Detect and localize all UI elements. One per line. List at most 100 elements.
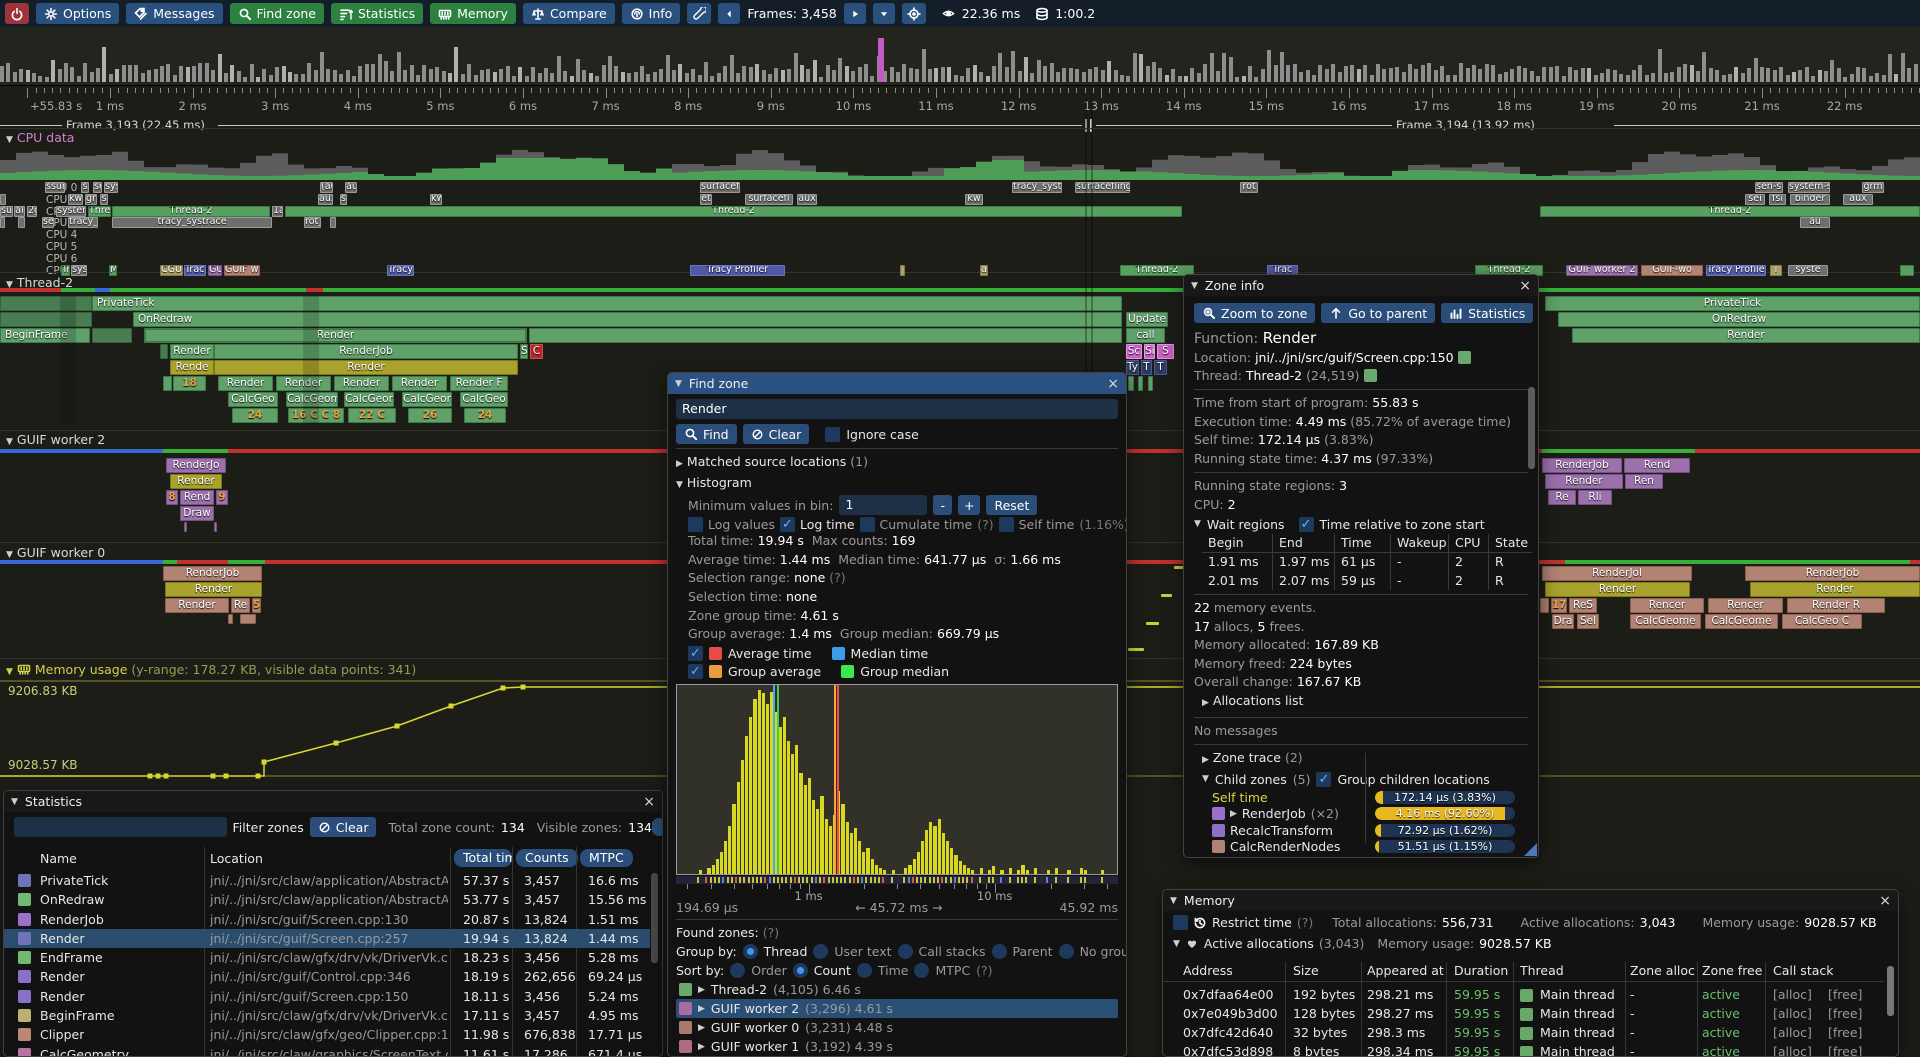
statistics-row-render[interactable]: Render jni/../jni/src/guif/Screen.cpp:150… [4, 987, 650, 1006]
zone-renderjob[interactable]: RenderJob [214, 344, 518, 359]
zone-kw[interactable]: kw [68, 194, 83, 205]
section-header-guif-worker0[interactable]: ▼ GUIF worker 0 [6, 545, 106, 560]
statistics-row-privatetick[interactable]: PrivateTick jni/../jni/src/claw/applicati… [4, 871, 650, 890]
zone-tracy-sysn[interactable]: tracy_sysn [68, 217, 98, 228]
zone-render[interactable]: Render [276, 376, 331, 391]
zone[interactable] [0, 296, 92, 311]
zone-render[interactable]: Render [165, 598, 229, 613]
zone-s[interactable]: s [340, 194, 347, 205]
memory-titlebar[interactable]: ▼ Memory × [1163, 890, 1898, 911]
radio-call-stacks[interactable] [897, 944, 913, 960]
zone[interactable] [1148, 376, 1153, 391]
zone-s[interactable]: s [81, 182, 89, 193]
zone-surfacef[interactable]: surfacef [700, 182, 740, 193]
zone-1a[interactable]: 1a [272, 206, 283, 217]
sort-counts-button[interactable]: Counts [516, 849, 578, 867]
zone-16-c-c-8[interactable]: 16 C C 8 [288, 408, 344, 423]
found-zone-group-guif-worker-0[interactable]: ▶ GUIF worker 0 (3,231) 4.48 s [676, 1018, 1118, 1037]
zone[interactable] [1174, 566, 1184, 569]
cumulate-time-checkbox[interactable] [859, 517, 875, 533]
search-input[interactable]: Render [676, 399, 1118, 419]
found-zone-group-thread-2[interactable]: ▶ Thread-2 (4,105) 6.46 s [676, 980, 1118, 999]
zone-8[interactable]: 8 [166, 490, 178, 505]
zone-thread-2[interactable]: Thread-2 [1540, 206, 1920, 217]
zone-24[interactable]: 24 [232, 408, 278, 423]
zone-privatetick[interactable]: PrivateTick [1545, 296, 1920, 311]
self-time-checkbox[interactable] [998, 517, 1014, 533]
zone-thread-2[interactable]: Thread-2 [112, 206, 270, 217]
zone-render[interactable]: Render [165, 582, 262, 597]
zone-system-se[interactable]: system se [56, 206, 86, 217]
zone-5[interactable]: 5 [252, 598, 261, 613]
zone-syst[interactable]: syst [104, 182, 118, 193]
found-zone-group-guif-worker-1[interactable]: ▶ GUIF worker 1 (3,192) 4.39 s [676, 1037, 1118, 1056]
radio-mtpc[interactable] [914, 963, 930, 979]
zone-info-titlebar[interactable]: ▼ Zone info × [1184, 275, 1538, 296]
zone[interactable] [900, 265, 905, 276]
zone-tracy[interactable]: Tracy [184, 265, 206, 276]
statistics-button[interactable]: Statistics [1441, 303, 1534, 323]
min-bin-input[interactable]: 1 [839, 495, 928, 516]
zone-tracy-systr[interactable]: tracy_systr [1012, 182, 1062, 193]
zone-surfacefling[interactable]: surfacefling [1075, 182, 1130, 193]
range-span[interactable]: ← 45.72 ms → [855, 899, 943, 915]
zone-kw[interactable]: kw [965, 194, 983, 205]
zone-tracy-i[interactable]: Tracy I [387, 265, 414, 276]
zone-rencer[interactable]: Rencer [1630, 598, 1704, 613]
goto-frame-button[interactable] [901, 3, 926, 24]
zone-dra[interactable]: Dra [1552, 614, 1574, 629]
zone-s[interactable]: s [100, 194, 108, 205]
zone-22-c[interactable]: 22 C [348, 408, 396, 423]
statistics-row-renderjob[interactable]: RenderJob jni/../jni/src/guif/Screen.cpp:… [4, 910, 650, 929]
bin-plus-button[interactable]: + [957, 495, 981, 516]
info-button[interactable]: Info [621, 3, 681, 24]
zone-9[interactable]: 9 [216, 490, 228, 505]
zone-render[interactable]: Render [218, 376, 273, 391]
source-location[interactable]: jni/../jni/src/guif/Screen.cpp:150 [1255, 350, 1454, 365]
zone[interactable] [1540, 598, 1549, 613]
zone-beginframe[interactable]: BeginFrame [0, 328, 90, 343]
zone-surf[interactable]: surf [0, 206, 13, 217]
filter-zones-input[interactable] [14, 817, 227, 837]
statistics-scrollbar[interactable] [651, 873, 658, 963]
allocations-list[interactable]: ▶ Allocations list [1202, 693, 1304, 709]
ignore-case-checkbox[interactable] [825, 426, 841, 442]
zone-privatetick[interactable]: PrivateTick [92, 296, 1122, 311]
statistics-titlebar[interactable]: ▼ Statistics × [4, 791, 662, 812]
find-button[interactable]: Find [676, 424, 737, 444]
child-zone-calcrendernodes[interactable]: CalcRenderNodes 51.51 µs (1.15%) [1212, 838, 1528, 855]
child-zone-recalctransform[interactable]: RecalcTransform 72.92 µs (1.62%) [1212, 822, 1528, 839]
close-icon[interactable]: × [1107, 375, 1119, 392]
zone-renderjob[interactable]: RenderJob [1745, 566, 1920, 581]
zone-tracy-profiler[interactable]: Tracy Profiler [690, 265, 785, 276]
zone-binder[interactable]: binder [1790, 194, 1830, 205]
zone-17[interactable]: 17 [1551, 598, 1567, 613]
section-header-memory-usage[interactable]: ▼ Memory usage (y-range: 178.27 KB, visi… [6, 662, 417, 677]
radio-no-grouping[interactable] [1058, 944, 1074, 960]
zone-kw[interactable]: kw [430, 194, 442, 205]
zone[interactable] [0, 194, 6, 205]
section-header-guif-worker2[interactable]: ▼ GUIF worker 2 [6, 432, 106, 447]
log-values-checkbox[interactable] [688, 517, 703, 533]
radio-user-text[interactable] [813, 944, 829, 960]
zone[interactable] [214, 522, 217, 532]
zone[interactable] [1138, 376, 1143, 391]
zone-calcgeome[interactable]: CalcGeome [1630, 614, 1701, 629]
zone-render[interactable]: Render [392, 376, 447, 391]
zone-ssurf[interactable]: ssurf [45, 182, 65, 193]
zone-update[interactable]: Update [1126, 312, 1168, 327]
zone-cguif[interactable]: CGUIF [160, 265, 183, 276]
zone-info-scrollbar[interactable] [1528, 387, 1535, 469]
zone-renderjob[interactable]: RenderJob [163, 566, 262, 581]
zone[interactable] [160, 344, 168, 359]
zone[interactable] [330, 217, 336, 228]
legend-checkbox[interactable] [688, 664, 703, 679]
zone-au[interactable]: au [345, 182, 357, 193]
zone-calcgeor[interactable]: CalcGeor [344, 392, 394, 407]
zone-ser[interactable]: ser [42, 217, 54, 228]
zoom-to-zone-button[interactable]: Zoom to zone [1194, 303, 1316, 323]
radio-parent[interactable] [991, 944, 1007, 960]
allocation-row[interactable]: 0x7dfaa64e00 192 bytes 298.21 ms 59.95 s Mai… [1183, 987, 1863, 1002]
zone[interactable] [0, 312, 92, 327]
zone-t[interactable]: T [1141, 360, 1152, 375]
